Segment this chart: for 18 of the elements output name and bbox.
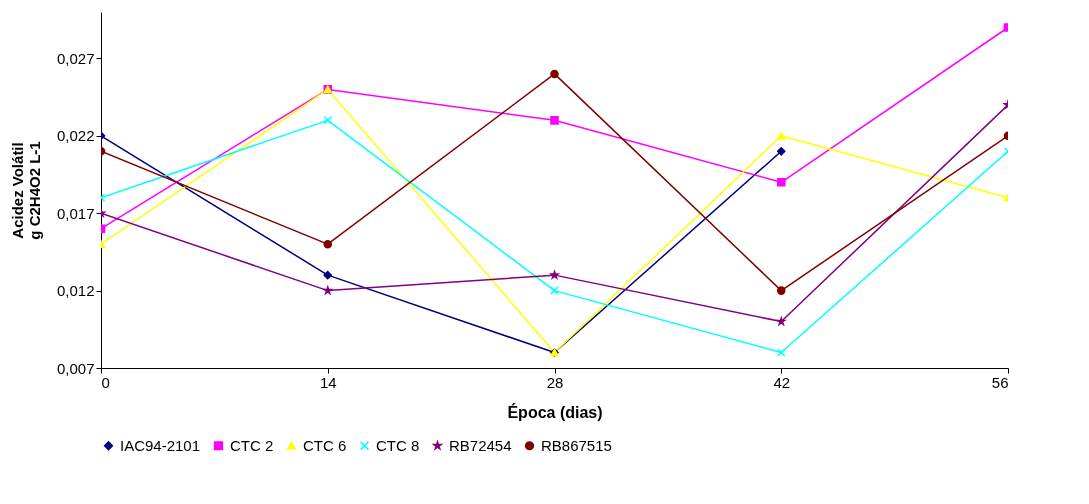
y-tick-label: 0,017 xyxy=(56,204,95,222)
x-tick-label: 0 xyxy=(101,373,110,391)
y-tick-label: 0,007 xyxy=(56,359,95,377)
legend-label: IAC94-2101 xyxy=(120,436,201,454)
x-tick-label: 42 xyxy=(773,373,791,391)
y-tick-label: 0,022 xyxy=(56,127,95,145)
y-tick-label: 0,027 xyxy=(56,49,95,67)
y-axis-title: Acidez Volátil g C2H4O2 L-1 xyxy=(8,141,43,240)
legend-label: RB72454 xyxy=(449,436,512,454)
y-tick-label: 0,012 xyxy=(56,282,95,300)
legend-label: CTC 2 xyxy=(230,436,274,454)
legend-label: RB867515 xyxy=(541,436,612,454)
x-tick-label: 14 xyxy=(319,373,337,391)
x-tick-label: 56 xyxy=(991,373,1009,391)
legend-label: CTC 8 xyxy=(376,436,420,454)
x-axis-title: Época (dias) xyxy=(507,402,603,421)
legend-label: CTC 6 xyxy=(303,436,347,454)
x-tick-label: 28 xyxy=(546,373,564,391)
